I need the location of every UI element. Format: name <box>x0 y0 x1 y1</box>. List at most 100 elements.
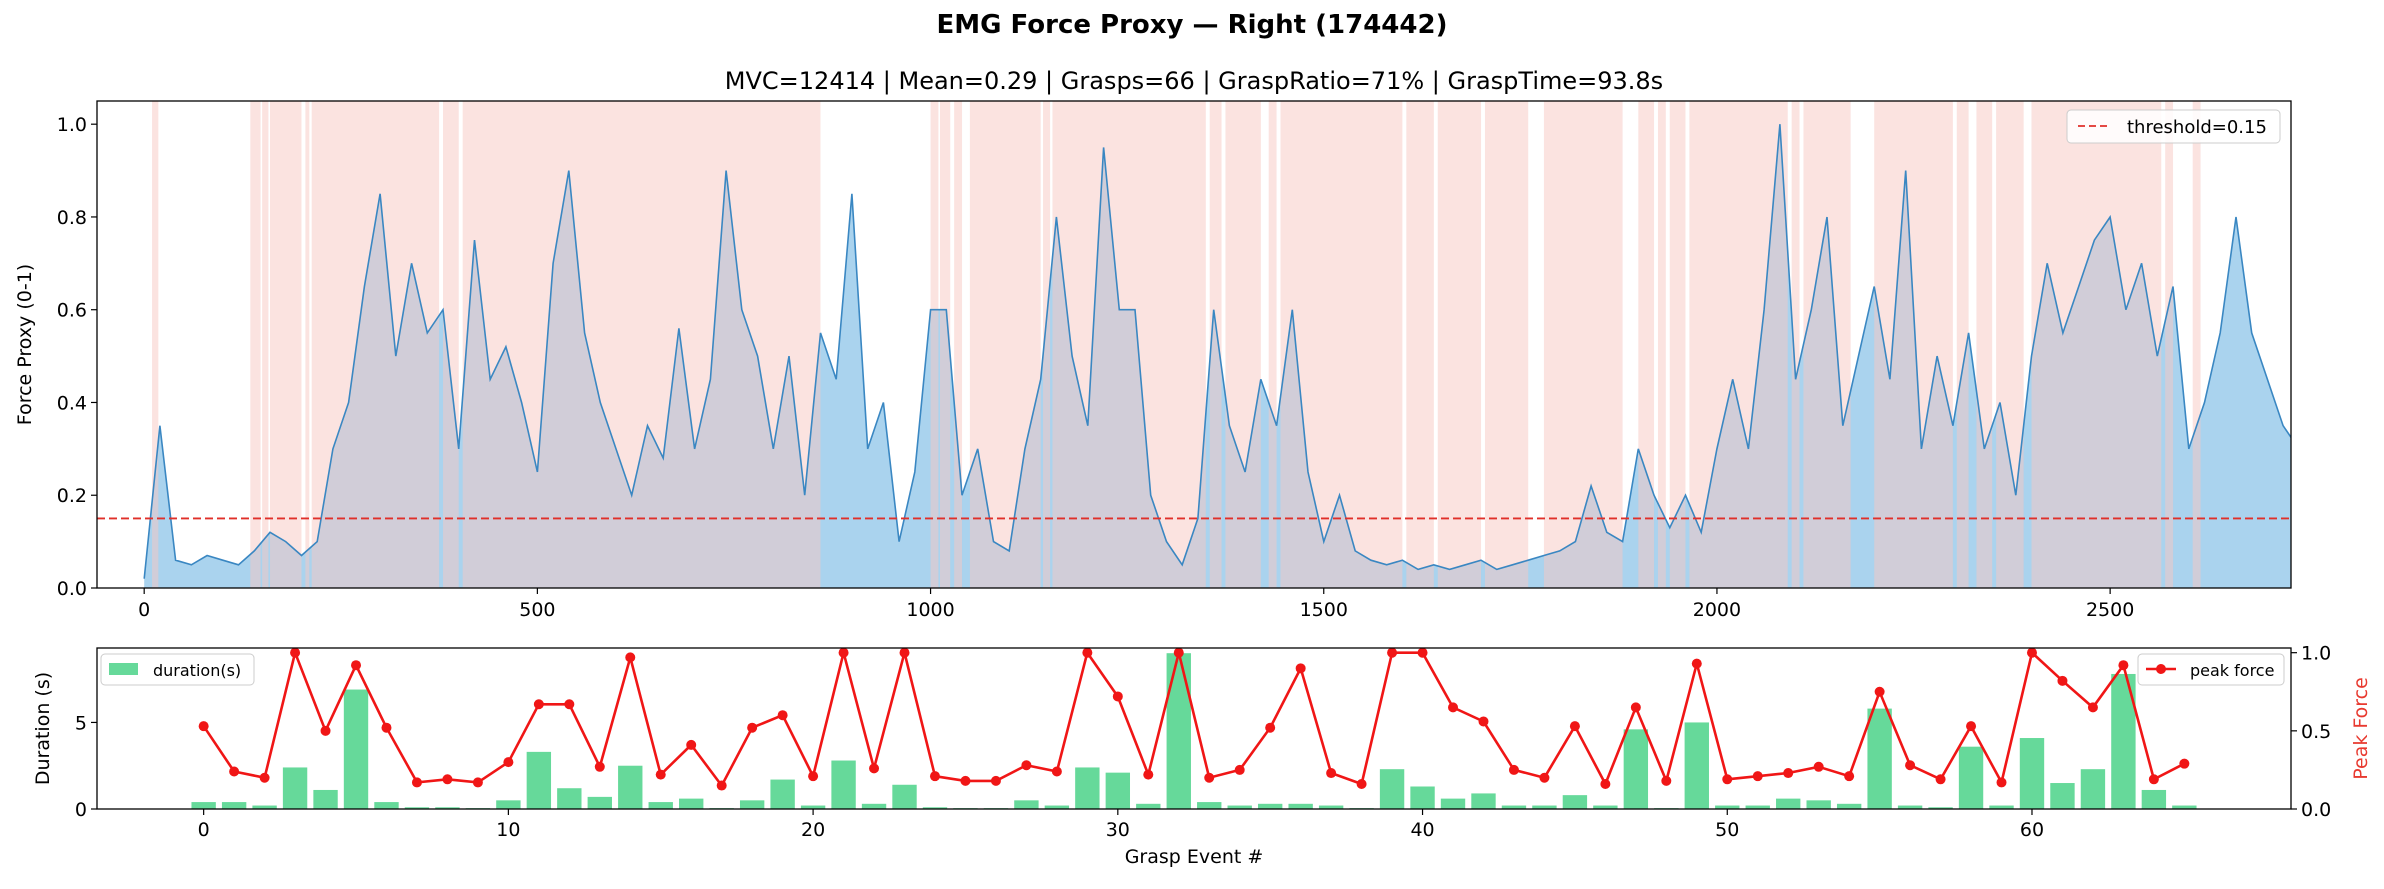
peak-force-point <box>990 775 1001 786</box>
duration-bar <box>587 796 612 809</box>
grasp-interval-shade <box>1209 101 1222 588</box>
x-tick-label: 500 <box>519 599 555 621</box>
y-tick-label: 0.8 <box>57 207 87 229</box>
peak-force-point <box>747 722 758 733</box>
peak-force-point <box>1722 774 1733 785</box>
peak-force-point <box>1448 702 1459 713</box>
peak-force-point <box>411 777 422 788</box>
peak-force-point <box>1417 647 1428 658</box>
duration-bar <box>1593 805 1618 809</box>
duration-bar <box>2172 805 2197 809</box>
grasp-events-chart: 0 10 20 30 40 50 60 0 5 0.0 0.5 1.0 Grasp Event # Dur… <box>32 643 2372 868</box>
duration-bar <box>1684 722 1709 809</box>
peak-force-point <box>533 699 544 710</box>
force-chart-title: MVC=12414 | Mean=0.29 | Grasps=66 | Gras… <box>725 67 1663 95</box>
grasp-interval-shade <box>969 101 1041 588</box>
peak-force-point <box>716 780 727 791</box>
x-tick-label: 30 <box>1106 819 1130 841</box>
duration-bar <box>648 802 673 809</box>
x-tick-label: 20 <box>801 819 825 841</box>
peak-force-point <box>381 722 392 733</box>
peak-force-point <box>290 647 301 658</box>
peak-force-point <box>1600 778 1611 789</box>
duration-bar <box>1562 795 1588 809</box>
x-tick-label: 0 <box>198 819 210 841</box>
duration-y-axis-label: Duration (s) <box>32 672 54 785</box>
duration-bar <box>1623 729 1649 809</box>
grasp-interval-shade <box>1225 101 1261 588</box>
force-chart: MVC=12414 | Mean=0.29 | Grasps=66 | Gras… <box>14 67 2292 621</box>
y-tick-label: 0 <box>75 799 87 821</box>
grasp-interval-shade <box>262 101 269 588</box>
x-tick-label: 0 <box>138 599 150 621</box>
duration-bar <box>2141 789 2167 809</box>
duration-bar <box>1806 800 1831 809</box>
peak-force-point <box>1265 722 1276 733</box>
events-x-axis-label: Grasp Event # <box>1125 846 1264 868</box>
peak-force-point <box>1905 760 1916 771</box>
duration-bar <box>831 760 856 809</box>
y-tick-label: 1.0 <box>57 114 87 136</box>
peak-force-point <box>351 660 362 671</box>
peak-force-point <box>1082 647 1093 658</box>
peak-force-point <box>1112 691 1123 702</box>
duration-bar <box>1136 803 1161 809</box>
legend-swatch-marker <box>2156 664 2166 674</box>
grasp-interval-shade <box>311 101 440 588</box>
y2-tick-label: 1.0 <box>2301 643 2331 665</box>
duration-bar <box>1989 805 2014 809</box>
duration-bar <box>1410 786 1435 809</box>
duration-bar <box>191 802 216 809</box>
grasp-interval-shade <box>1976 101 1993 588</box>
grasp-interval-shade <box>1657 101 1666 588</box>
duration-bar <box>282 767 308 809</box>
duration-bar <box>618 765 643 809</box>
peak-force-point <box>1996 777 2007 788</box>
peak-force-point <box>1478 716 1489 727</box>
duration-bar <box>2050 783 2075 809</box>
y2-tick-label: 0.5 <box>2301 721 2331 743</box>
peak-force-point <box>472 777 483 788</box>
legend-entry: threshold=0.15 <box>2127 117 2267 138</box>
peak-force-point <box>1813 761 1824 772</box>
duration-bar <box>770 779 795 809</box>
grasp-interval-shade <box>1484 101 1529 588</box>
grasp-interval-shade <box>443 101 459 588</box>
peak-force-point <box>838 647 849 658</box>
grasp-interval-shade <box>1803 101 1851 588</box>
peak-force-point <box>564 699 575 710</box>
peak-force-point <box>1966 721 1977 732</box>
duration-bar <box>1776 798 1801 809</box>
grasp-interval-shade <box>1280 101 1403 588</box>
peak-force-point <box>320 725 331 736</box>
duration-bar <box>1257 803 1283 809</box>
duration-bar <box>922 807 948 809</box>
duration-bar <box>892 784 917 809</box>
grasp-interval-shade <box>305 101 310 588</box>
legend-box <box>100 653 255 686</box>
duration-bar <box>1014 800 1039 809</box>
duration-bar <box>1532 805 1557 809</box>
grasp-interval-shade <box>954 101 963 588</box>
peak-force-point <box>1021 760 1032 771</box>
peak-force-point <box>1630 702 1641 713</box>
peak-force-point <box>1143 769 1154 780</box>
peak-force-point <box>1752 771 1763 782</box>
x-tick-label: 40 <box>1410 819 1434 841</box>
duration-bar <box>1836 803 1862 809</box>
x-tick-label: 1500 <box>1300 599 1348 621</box>
events-plot-frame <box>96 647 2292 810</box>
peak-force-point <box>503 757 514 768</box>
duration-bar <box>1958 746 1984 809</box>
x-tick-label: 10 <box>496 819 520 841</box>
threshold-legend: threshold=0.15 <box>2066 109 2281 144</box>
figure-title: EMG Force Proxy — Right (174442) <box>936 10 1448 40</box>
grasp-interval-shade <box>939 101 951 588</box>
grasp-interval-shade <box>2165 101 2174 588</box>
peak-force-point <box>1661 775 1672 786</box>
y2-tick-label: 0.0 <box>2301 799 2331 821</box>
peak-force-point <box>2118 660 2129 671</box>
force-plot-area <box>97 101 2291 588</box>
grasp-interval-shade <box>152 101 159 588</box>
duration-bar <box>1075 767 1100 809</box>
